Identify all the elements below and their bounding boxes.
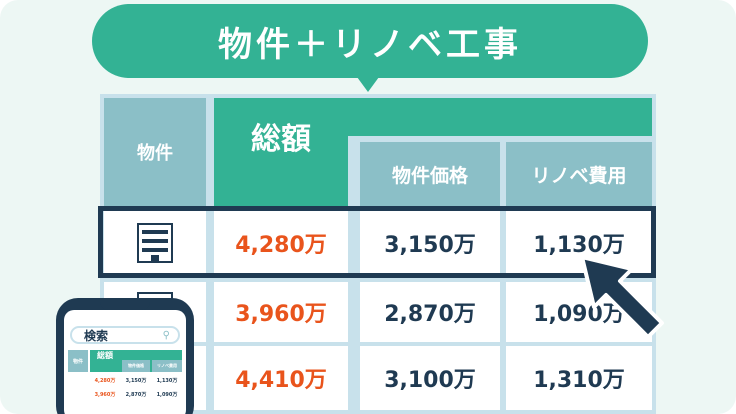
phone-row-1-total: 4,280万 xyxy=(94,377,116,384)
row-2-total: 3,960万 xyxy=(214,282,348,342)
phone-row-2-renovation: 1,090万 xyxy=(156,391,178,398)
comparison-table: 物件 総額 物件価格 リノベ費用 4,280万 3,150万 1,130万 3,… xyxy=(100,94,656,414)
phone-header-property: 物件 xyxy=(68,350,88,372)
header-price: 物件価格 xyxy=(360,142,500,206)
highlight-row-frame xyxy=(98,206,656,278)
phone-row-1-renovation: 1,130万 xyxy=(156,377,178,384)
row-3-renovation: 1,310万 xyxy=(506,346,652,410)
phone-row-2-price: 2,870万 xyxy=(125,391,147,398)
cursor-arrow-icon xyxy=(580,255,664,339)
phone-search-label: 検索 xyxy=(84,328,109,343)
phone-screen: 検索 ⚲ 物件 総額 物件価格 リノベ費用 4,280万 3,150万 1,13… xyxy=(64,310,186,414)
phone-header-total: 総額 xyxy=(97,350,113,360)
row-1-total: 4,280万 xyxy=(214,210,348,276)
phone-header-renovation: リノベ費用 xyxy=(152,360,182,372)
phone-row-1-price: 3,150万 xyxy=(125,377,147,384)
search-icon: ⚲ xyxy=(162,329,170,341)
header-total: 総額 xyxy=(251,122,311,157)
phone-search-box: 検索 ⚲ xyxy=(70,326,180,344)
phone-row-2-total: 3,960万 xyxy=(94,391,116,398)
banner: 物件＋リノベ工事 xyxy=(92,4,648,78)
phone-notch xyxy=(100,298,150,310)
row-3-price: 3,100万 xyxy=(360,346,500,410)
row-1-price: 3,150万 xyxy=(360,210,500,276)
phone-header-price: 物件価格 xyxy=(122,360,150,372)
header-renovation: リノベ費用 xyxy=(506,142,652,206)
row-1-renovation: 1,130万 xyxy=(506,210,652,276)
building-icon xyxy=(104,210,206,276)
row-3-total: 4,410万 xyxy=(214,346,348,410)
banner-tail xyxy=(357,77,379,92)
row-2-price: 2,870万 xyxy=(360,282,500,342)
header-property: 物件 xyxy=(104,98,206,206)
